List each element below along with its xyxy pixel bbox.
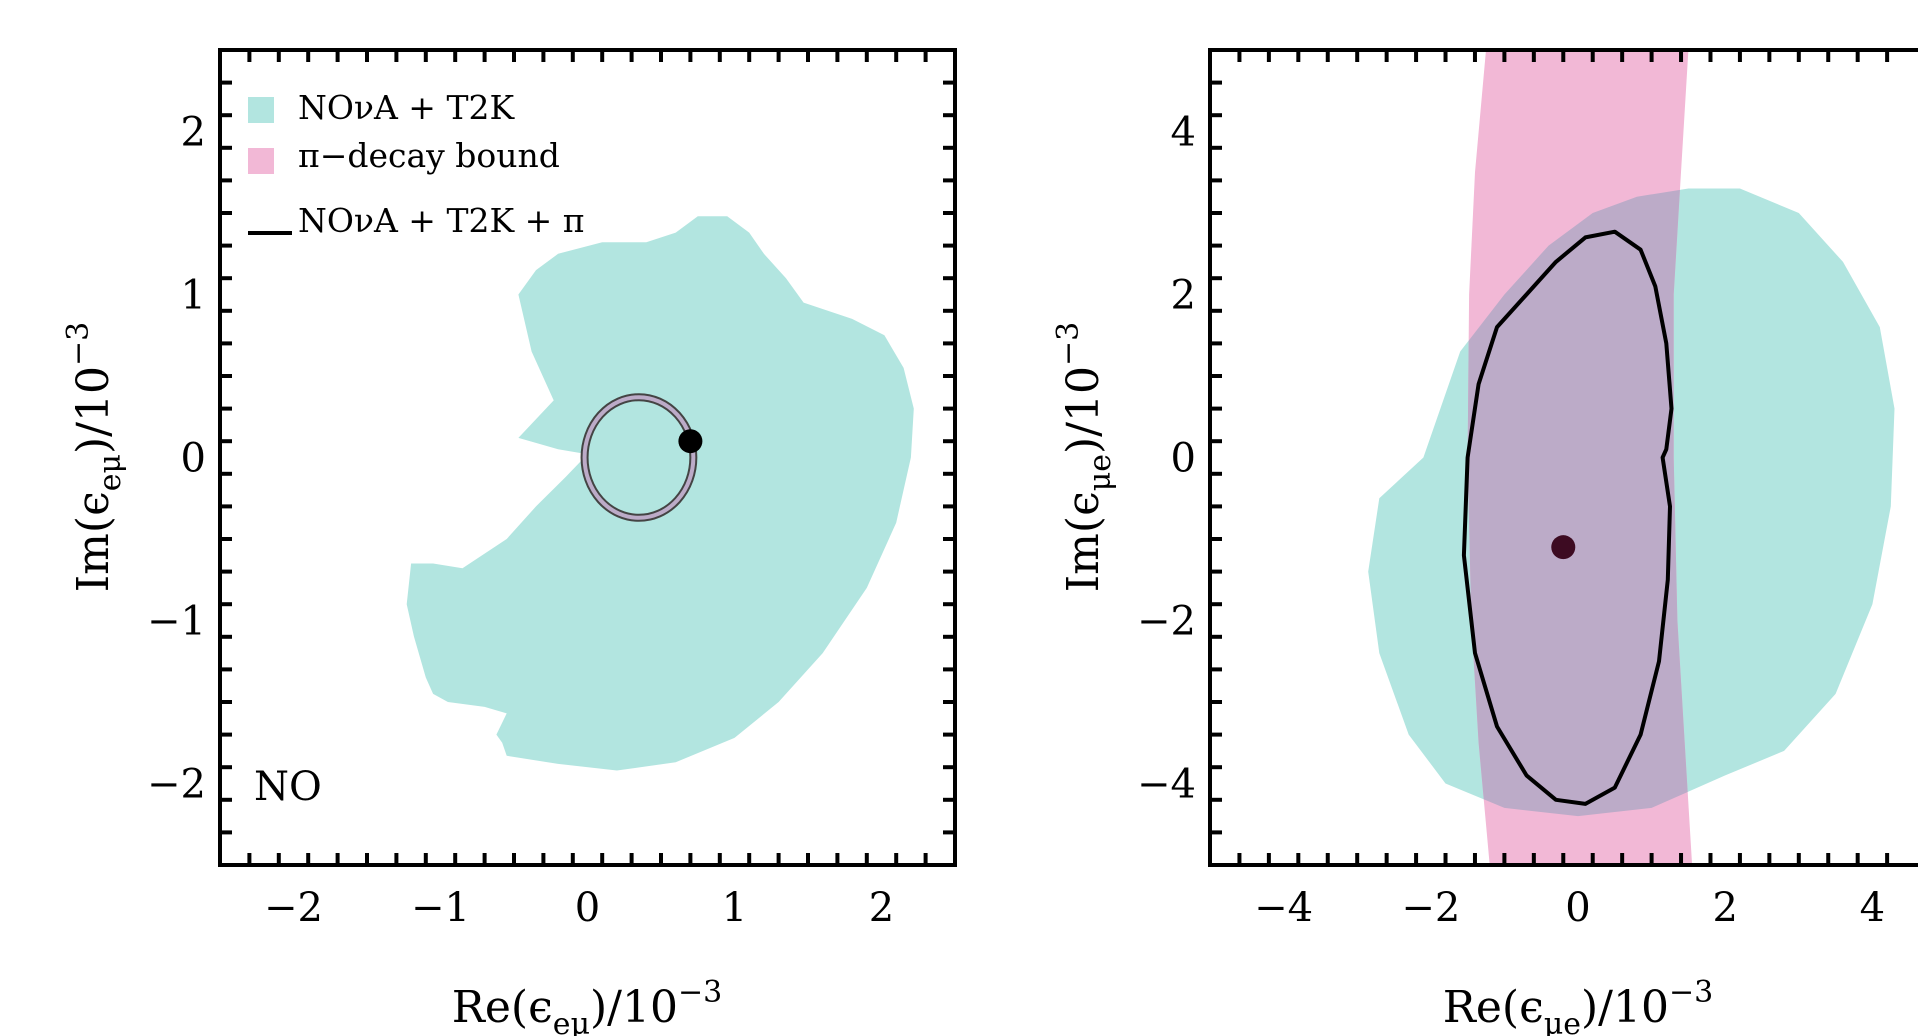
legend-label-combined: NOνA + T2K + π: [298, 201, 584, 240]
combined-ring: [582, 395, 696, 520]
legend-label-nova-t2k: NOνA + T2K: [298, 88, 515, 127]
right-panel: −4 −2 0 2 4 −4 −2 0 2 4 Re(ϵμe)/10−3 Im(ϵμe)/10−3: [1051, 48, 1918, 1036]
x-tick-label: 4: [1860, 885, 1885, 931]
y-tick-label: 0: [181, 436, 206, 482]
y-tick-label: 0: [1171, 436, 1196, 482]
left-panel: −2 −1 0 1 2 −2 −1 0 1 2 NOνA + T2K π−decay bound …: [61, 48, 957, 1036]
y-tick-label: 2: [1171, 273, 1196, 319]
left-y-axis-label: Im(ϵeμ)/10−3: [61, 322, 128, 592]
legend-label-pi-decay: π−decay bound: [298, 136, 560, 175]
legend-swatch-nova-t2k: [248, 97, 274, 123]
nova-t2k-region: [406, 216, 914, 771]
y-tick-label: −2: [147, 762, 206, 808]
x-tick-label: −2: [1401, 885, 1460, 931]
right-x-axis-label: Re(ϵμe)/10−3: [1443, 975, 1713, 1036]
legend-swatch-pi-decay: [248, 148, 274, 174]
y-tick-label: −4: [1137, 762, 1196, 808]
y-tick-label: 4: [1171, 110, 1196, 156]
left-x-axis-label: Re(ϵeμ)/10−3: [452, 975, 722, 1036]
right-y-axis-label: Im(ϵμe)/10−3: [1051, 322, 1118, 592]
overlap-region: [1467, 188, 1693, 817]
x-tick-label: 0: [575, 885, 600, 931]
right-plot-frame: [1208, 48, 1918, 867]
x-tick-label: 2: [869, 885, 894, 931]
legend: NOνA + T2K π−decay bound NOνA + T2K + π: [248, 88, 584, 240]
y-tick-label: 1: [181, 273, 206, 319]
y-tick-label: −1: [147, 599, 206, 645]
combined-contour: [1461, 229, 1674, 806]
best-fit-point: [1551, 535, 1576, 560]
x-tick-label: 2: [1712, 885, 1737, 931]
x-tick-label: −4: [1254, 885, 1313, 931]
x-tick-label: −2: [264, 885, 323, 931]
y-tick-label: 2: [181, 110, 206, 156]
x-tick-label: −1: [411, 885, 470, 931]
best-fit-point: [678, 429, 703, 454]
ordering-annotation: NO: [254, 764, 322, 810]
x-tick-label: 0: [1565, 885, 1590, 931]
x-tick-label: 1: [722, 885, 747, 931]
left-plot-frame: [218, 48, 957, 867]
y-tick-label: −2: [1137, 599, 1196, 645]
